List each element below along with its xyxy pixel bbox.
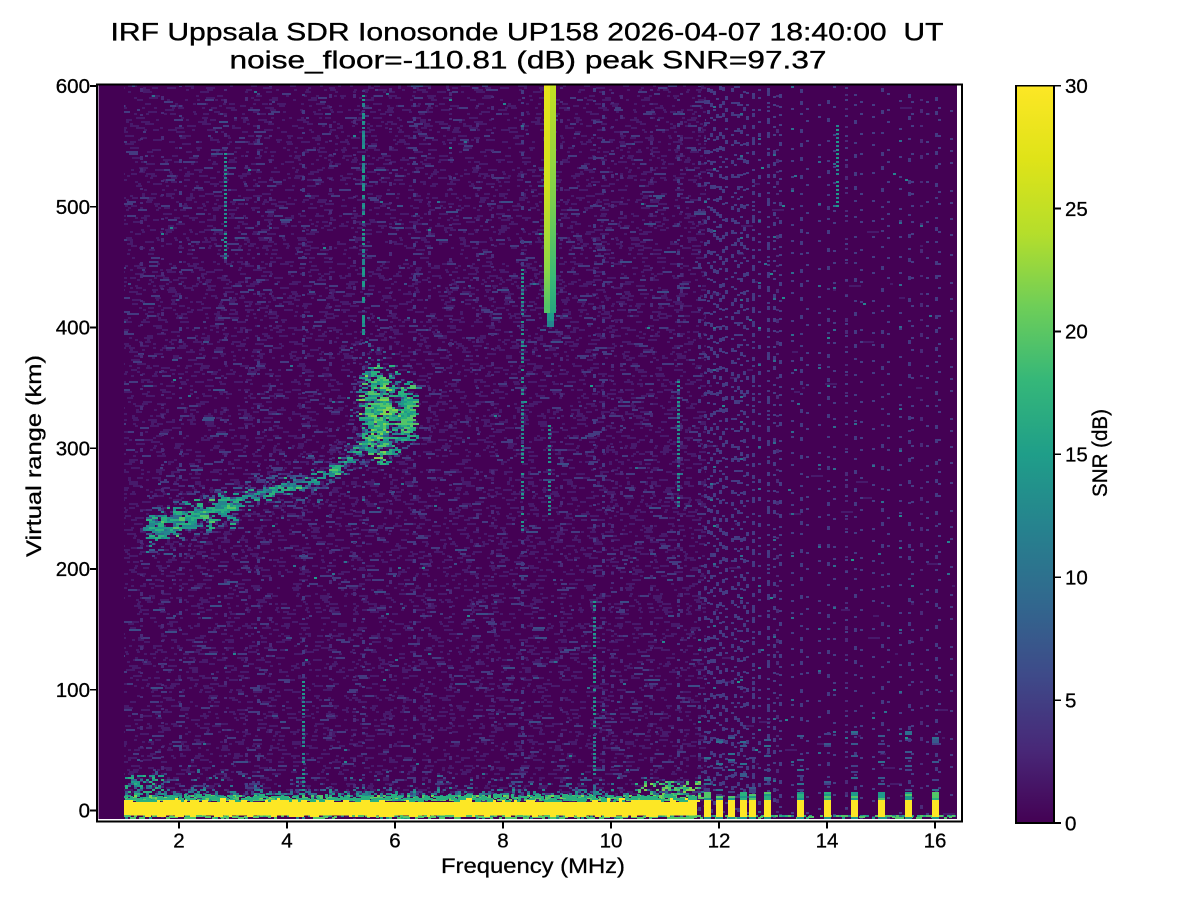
svg-text:4: 4: [281, 830, 292, 853]
svg-text:10: 10: [1065, 567, 1088, 590]
svg-text:5: 5: [1065, 689, 1076, 712]
svg-text:IRF Uppsala SDR Ionosonde UP15: IRF Uppsala SDR Ionosonde UP158 2026-04-…: [111, 19, 944, 47]
svg-text:0: 0: [79, 800, 90, 823]
svg-text:SNR (dB): SNR (dB): [1089, 409, 1112, 497]
svg-text:400: 400: [56, 317, 90, 340]
svg-text:Frequency (MHz): Frequency (MHz): [441, 855, 625, 878]
svg-text:12: 12: [708, 830, 731, 853]
svg-text:2: 2: [173, 830, 184, 853]
svg-text:100: 100: [56, 679, 90, 702]
svg-text:15: 15: [1065, 444, 1088, 467]
svg-text:200: 200: [56, 558, 90, 581]
svg-text:6: 6: [389, 830, 400, 853]
svg-text:8: 8: [497, 830, 508, 853]
svg-text:16: 16: [924, 830, 947, 853]
svg-text:0: 0: [1065, 812, 1076, 835]
svg-text:500: 500: [56, 196, 90, 219]
svg-text:600: 600: [56, 75, 90, 98]
svg-text:14: 14: [816, 830, 839, 853]
svg-text:25: 25: [1065, 198, 1088, 221]
svg-text:20: 20: [1065, 321, 1088, 344]
svg-text:30: 30: [1065, 75, 1088, 98]
svg-text:10: 10: [600, 830, 623, 853]
svg-text:noise_floor=-110.81 (dB) peak: noise_floor=-110.81 (dB) peak SNR=97.37: [230, 47, 827, 75]
svg-text:Virtual range (km): Virtual range (km): [23, 355, 46, 557]
svg-text:300: 300: [56, 437, 90, 460]
